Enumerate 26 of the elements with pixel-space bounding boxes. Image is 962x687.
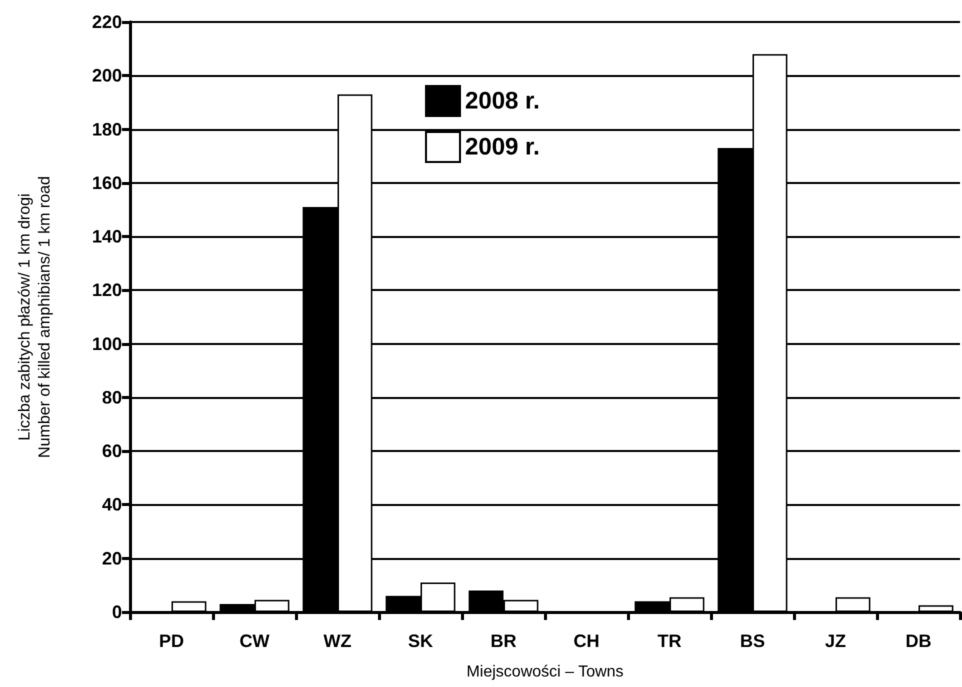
x-tick-label: TR	[658, 631, 682, 651]
y-tick-label: 20	[102, 548, 122, 568]
x-tick-label: SK	[408, 631, 434, 651]
y-tick-label: 100	[92, 334, 122, 354]
legend-label: 2008 r.	[465, 88, 540, 114]
y-tick-label: 200	[92, 66, 122, 86]
x-tick-label: CH	[574, 631, 600, 651]
x-axis-title: Miejscowości – Towns	[466, 664, 624, 680]
y-tick-label: 80	[102, 387, 122, 408]
x-tick-label: WZ	[324, 631, 352, 651]
x-tick-label: PD	[158, 631, 184, 651]
x-tick-label: BR	[490, 631, 516, 651]
y-tick-label: 0	[112, 602, 122, 622]
x-tick-label: DB	[906, 631, 932, 651]
x-tick-label: CW	[240, 631, 270, 651]
y-axis-title: Liczba zabitych płazów/ 1 km drogi Number of killed amphibians/ 1 km road	[16, 176, 54, 458]
y-tick-label: 40	[102, 494, 122, 515]
x-tick-label: JZ	[824, 631, 846, 651]
y-tick-label: 220	[92, 12, 122, 32]
legend-label: 2009 r.	[465, 134, 540, 160]
y-tick-label: 180	[92, 119, 122, 140]
y-tick-label: 120	[92, 280, 122, 300]
y-tick-label: 60	[102, 441, 122, 462]
y-tick-label: 140	[92, 226, 122, 247]
x-tick-label: BS	[740, 631, 766, 651]
y-tick-label: 160	[92, 172, 122, 193]
